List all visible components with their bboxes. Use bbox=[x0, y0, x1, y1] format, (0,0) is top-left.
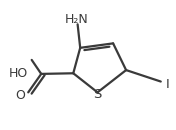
Text: H₂N: H₂N bbox=[65, 13, 89, 26]
Text: HO: HO bbox=[9, 67, 28, 80]
Text: O: O bbox=[15, 89, 25, 102]
Text: I: I bbox=[166, 78, 169, 91]
Text: S: S bbox=[93, 88, 102, 101]
